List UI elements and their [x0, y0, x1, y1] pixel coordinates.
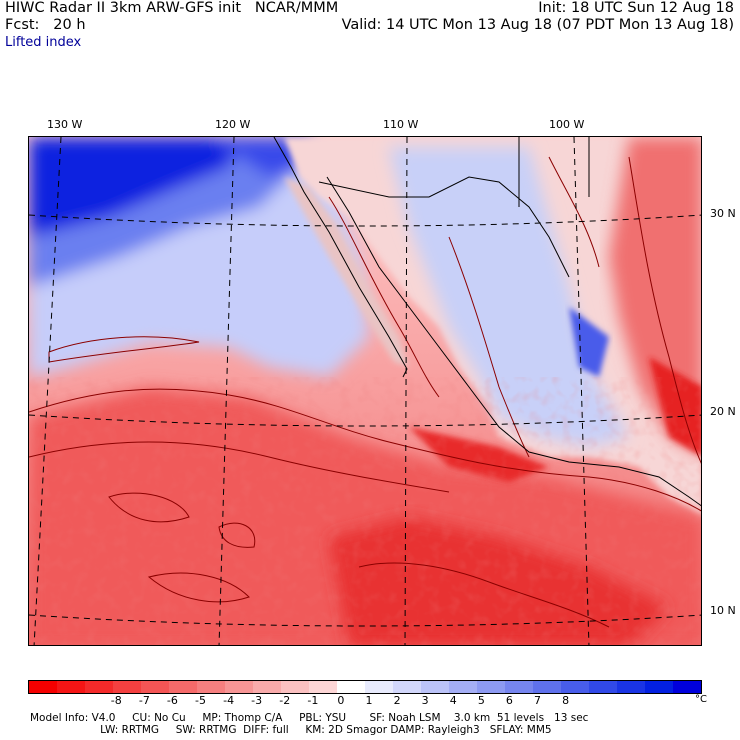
colorbar-tick-label: 1	[365, 694, 373, 707]
lon-label-130w: 130 W	[47, 118, 83, 131]
colorbar-swatch	[477, 681, 505, 693]
colorbar-tick-label: -3	[251, 694, 263, 707]
colorbar-tick-label: 7	[534, 694, 541, 707]
header-forecast-hour: Fcst: 20 h	[5, 17, 86, 33]
colorbar-swatch	[309, 681, 337, 693]
colorbar-swatch	[449, 681, 477, 693]
colorbar-swatch	[617, 681, 645, 693]
colorbar-swatch	[197, 681, 225, 693]
colorbar-tick-label: 5	[477, 694, 485, 707]
colorbar-tick-label: 6	[505, 694, 513, 707]
lon-label-110w: 110 W	[383, 118, 419, 131]
colorbar-tick-label: -2	[279, 694, 291, 707]
colorbar-swatch	[225, 681, 253, 693]
lon-label-120w: 120 W	[215, 118, 251, 131]
unstable-region-tropics	[29, 377, 701, 645]
colorbar-tick-label: -5	[195, 694, 206, 707]
field-name: Lifted index	[5, 35, 82, 50]
colorbar-tick-label: -1	[307, 694, 319, 707]
colorbar-swatch	[533, 681, 561, 693]
header-valid-time: Valid: 14 UTC Mon 13 Aug 18 (07 PDT Mon …	[341, 17, 734, 33]
colorbar-swatch	[253, 681, 281, 693]
colorbar-tick-label: 0	[337, 694, 345, 707]
coastlines-borders	[273, 137, 701, 507]
header-init-time: Init: 18 UTC Sun 12 Aug 18	[538, 0, 734, 16]
colorbar-swatch	[113, 681, 141, 693]
colorbar-swatch	[57, 681, 85, 693]
lat-label-20n: 20 N	[710, 405, 736, 418]
colorbar-swatch	[561, 681, 589, 693]
colorbar	[28, 680, 702, 694]
colorbar-swatch	[421, 681, 449, 693]
colorbar-swatch	[365, 681, 393, 693]
stable-region-pacific	[29, 137, 369, 377]
colorbar-swatch	[281, 681, 309, 693]
colorbar-tick-label: 2	[393, 694, 401, 707]
colorbar-tick-label: 4	[449, 694, 457, 707]
colorbar-swatch	[85, 681, 113, 693]
colorbar-tick-label: -4	[223, 694, 235, 707]
colorbar-swatch	[337, 681, 365, 693]
colorbar-tick-label: -7	[138, 694, 150, 707]
lat-label-10n: 10 N	[710, 604, 736, 617]
colorbar-swatch	[393, 681, 421, 693]
colorbar-swatch	[169, 681, 197, 693]
footer-model-info-line1: Model Info: V4.0 CU: No Cu MP: Thomp C/A…	[30, 712, 589, 724]
header-title: HIWC Radar II 3km ARW-GFS init NCAR/MMM	[5, 0, 339, 16]
colorbar-swatch	[589, 681, 617, 693]
colorbar-swatch	[505, 681, 533, 693]
map-canvas	[29, 137, 701, 645]
lat-label-30n: 30 N	[710, 207, 736, 220]
colorbar-swatch	[141, 681, 169, 693]
colorbar-tick-label: -8	[110, 694, 122, 707]
colorbar-unit: °C	[695, 694, 707, 705]
colorbar-tick-label: -6	[166, 694, 178, 707]
colorbar-tick-label: 3	[421, 694, 429, 707]
colorbar-swatch	[673, 681, 701, 693]
footer-model-info-line2: LW: RRTMG SW: RRTMG DIFF: full KM: 2D Sm…	[30, 724, 552, 736]
lon-label-100w: 100 W	[549, 118, 585, 131]
lat-lon-grid	[29, 137, 701, 645]
contour-lines	[29, 156, 701, 628]
colorbar-swatch	[29, 681, 57, 693]
colorbar-swatch	[645, 681, 673, 693]
lifted-index-map	[28, 136, 702, 646]
colorbar-tick-label: 8	[562, 694, 570, 707]
